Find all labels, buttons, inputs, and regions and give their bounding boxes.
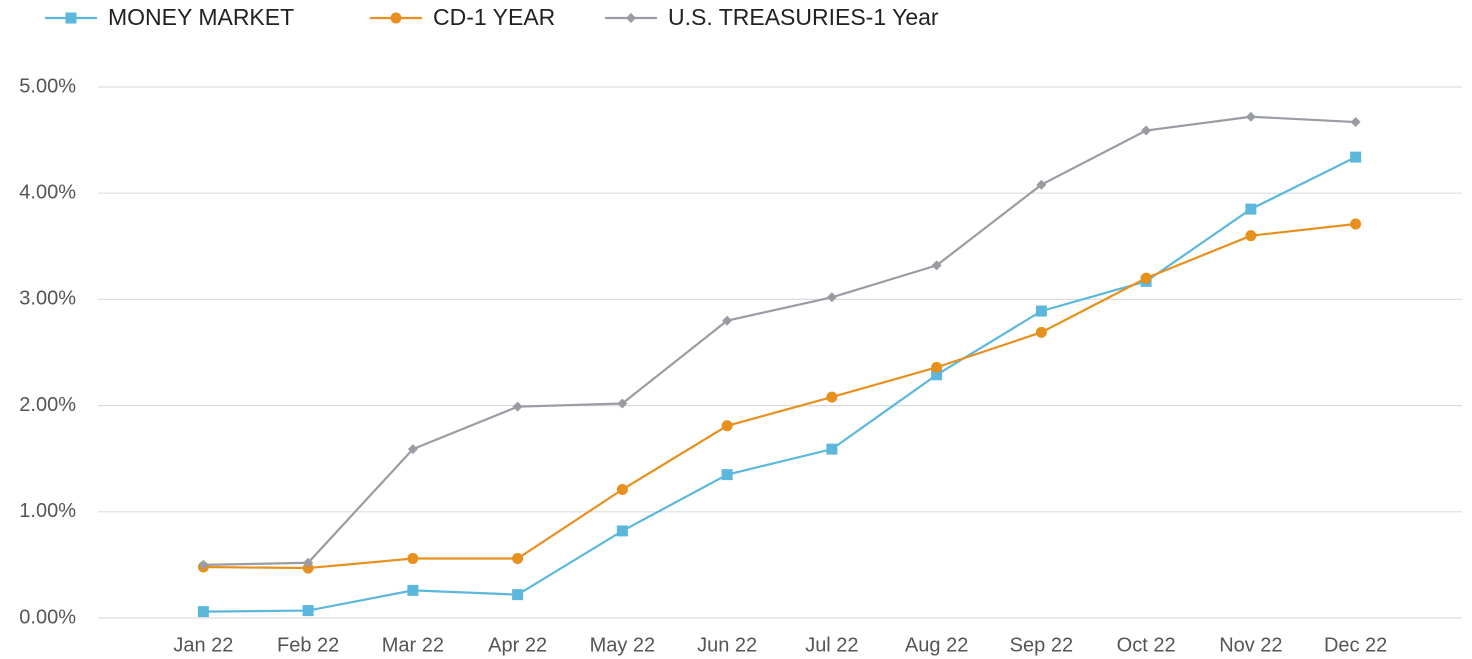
y-tick-label: 0.00% <box>19 606 76 628</box>
series-line <box>203 115 1356 566</box>
y-tick-label: 5.00% <box>19 75 76 97</box>
x-tick-label: Jul 22 <box>805 634 858 656</box>
data-point <box>1245 111 1256 122</box>
data-point <box>826 292 837 303</box>
data-point <box>197 606 209 618</box>
legend-marker <box>390 12 402 24</box>
x-tick-label: Jun 22 <box>697 634 757 656</box>
data-point <box>1350 117 1361 128</box>
data-point <box>826 391 838 403</box>
data-point <box>616 525 628 537</box>
x-tick-label: Sep 22 <box>1010 634 1073 656</box>
legend-marker <box>65 12 77 24</box>
series-line <box>203 156 1357 613</box>
data-point <box>1245 230 1257 242</box>
data-point <box>931 361 943 373</box>
data-point <box>302 562 314 574</box>
y-tick-label: 1.00% <box>19 500 76 522</box>
data-point <box>617 398 628 409</box>
data-point <box>1035 305 1047 317</box>
y-tick-label: 4.00% <box>19 181 76 203</box>
y-tick-label: 2.00% <box>19 394 76 416</box>
x-tick-label: Feb 22 <box>277 634 339 656</box>
data-point <box>303 557 314 568</box>
data-point <box>1245 203 1257 215</box>
y-tick-label: 3.00% <box>19 288 76 310</box>
x-tick-label: May 22 <box>590 634 656 656</box>
data-point <box>931 369 943 381</box>
data-point <box>931 260 942 271</box>
legend-marker <box>626 13 636 23</box>
x-tick-label: Dec 22 <box>1324 634 1387 656</box>
legend-label: U.S. TREASURIES-1 Year <box>668 4 939 30</box>
data-point <box>512 589 524 601</box>
data-point <box>826 443 838 455</box>
x-tick-label: Aug 22 <box>905 634 968 656</box>
data-point <box>407 584 419 596</box>
data-point <box>1035 326 1047 338</box>
x-tick-label: Apr 22 <box>488 634 547 656</box>
data-point <box>616 483 628 495</box>
data-point <box>1141 125 1152 136</box>
data-point <box>512 401 523 412</box>
data-point <box>721 469 733 481</box>
data-point <box>407 553 419 565</box>
data-point <box>198 559 209 570</box>
series-line <box>203 222 1356 570</box>
data-point <box>722 315 733 326</box>
data-point <box>1140 272 1152 284</box>
data-point <box>1350 151 1362 163</box>
data-point <box>302 605 314 617</box>
x-tick-label: Nov 22 <box>1219 634 1282 656</box>
data-point <box>512 553 524 565</box>
x-tick-label: Mar 22 <box>382 634 444 656</box>
legend-label: CD-1 YEAR <box>433 4 555 30</box>
data-point <box>1350 218 1362 230</box>
data-point <box>1036 179 1047 190</box>
data-point <box>721 420 733 432</box>
legend-label: MONEY MARKET <box>108 4 294 30</box>
data-point <box>407 444 418 455</box>
x-tick-label: Oct 22 <box>1117 634 1176 656</box>
x-tick-label: Jan 22 <box>173 634 233 656</box>
